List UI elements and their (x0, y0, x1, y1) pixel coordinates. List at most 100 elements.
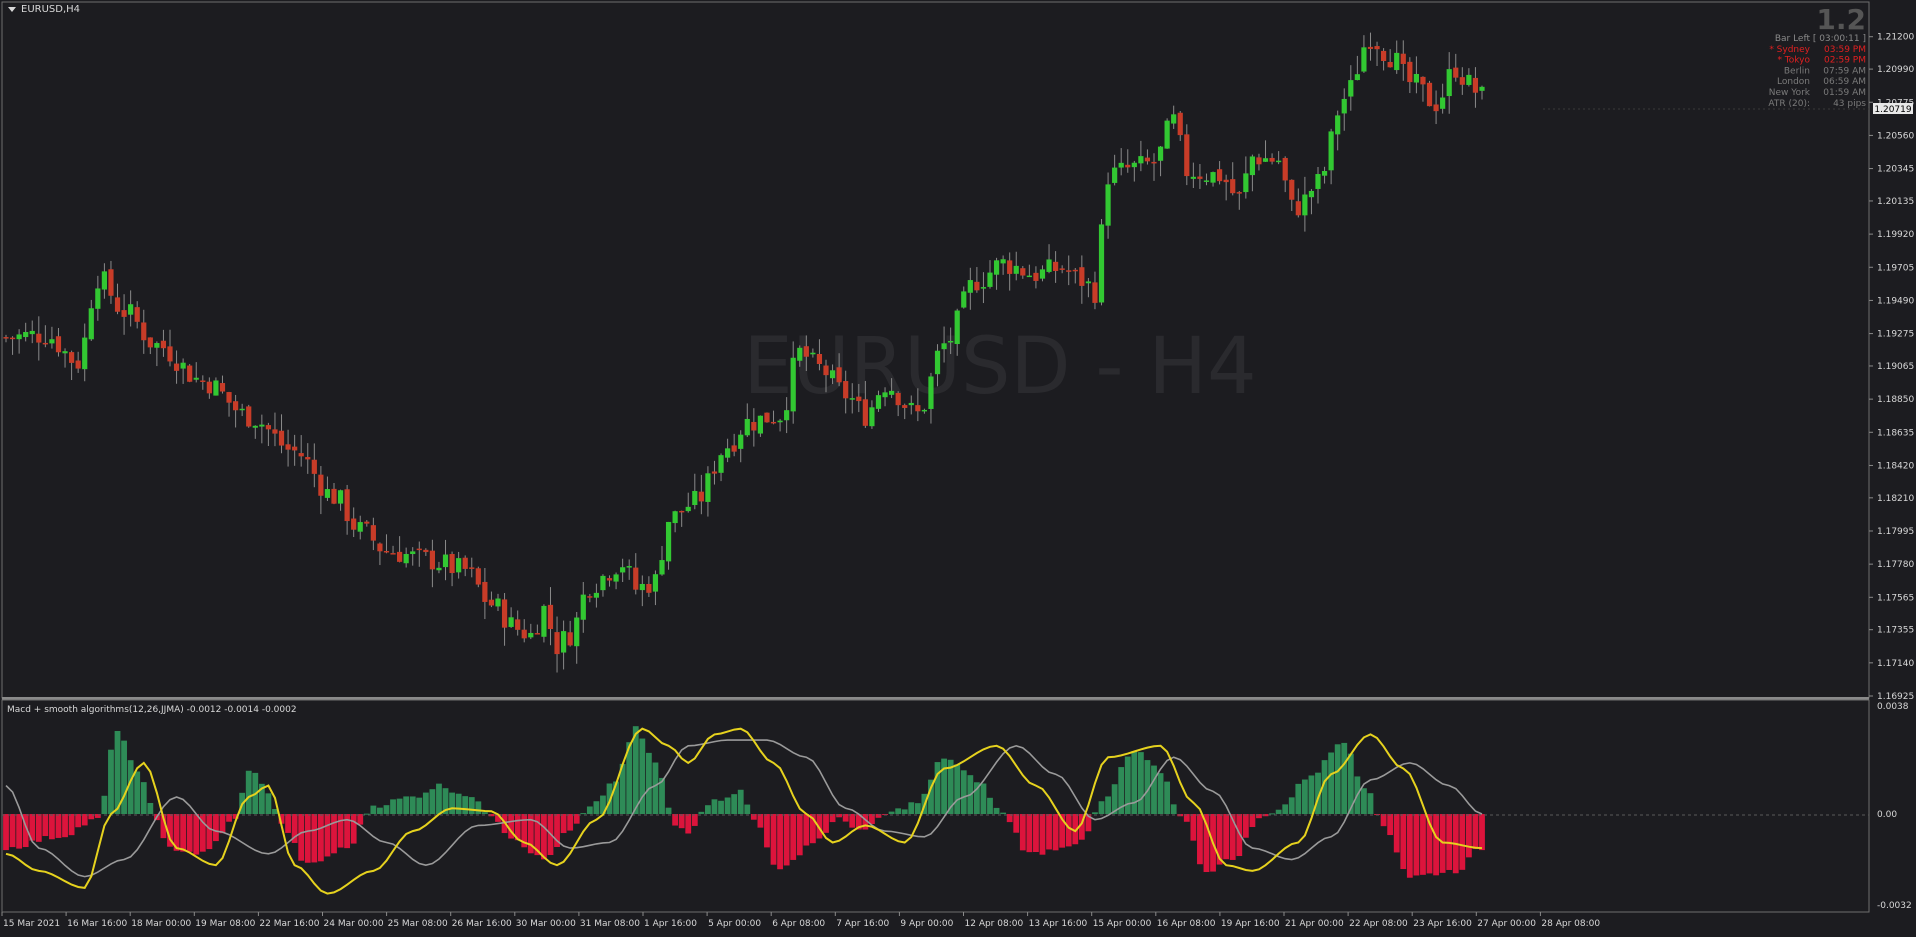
histogram-bar (344, 814, 351, 849)
candle (980, 272, 987, 304)
histogram-bar (1275, 809, 1282, 815)
candle-body (993, 260, 1000, 275)
chevron-down-icon[interactable] (8, 7, 16, 12)
histogram-bar (1393, 814, 1400, 853)
big-price-readout: 1.2 (1816, 3, 1866, 36)
candle (344, 484, 350, 535)
histogram-bar (869, 814, 875, 825)
histogram-bar (783, 814, 790, 866)
candle-body (1000, 259, 1006, 264)
histogram-bar (1301, 779, 1308, 815)
candle-body (672, 511, 678, 524)
candle-body (1249, 156, 1255, 176)
candle (790, 341, 796, 424)
candle (429, 539, 435, 588)
candle-body (823, 365, 829, 376)
window-title-bar[interactable]: EURUSD,H4 (8, 4, 80, 15)
indicator-pane[interactable] (1, 699, 1870, 913)
candle (449, 551, 455, 587)
candle-body (69, 352, 75, 363)
histogram-bar (803, 814, 810, 846)
candle-body (495, 598, 501, 607)
time-tick-label: 27 Apr 00:00 (1477, 919, 1536, 929)
candle (1151, 153, 1157, 181)
candle (239, 403, 245, 417)
candle (108, 260, 114, 304)
candle (685, 492, 691, 513)
histogram-bar (895, 808, 902, 815)
candle (501, 593, 508, 646)
histogram-bar (186, 814, 193, 852)
histogram-bar (1229, 814, 1236, 860)
histogram-bar (1157, 773, 1164, 815)
price-tick-label: 1.19705 (1877, 263, 1914, 273)
candle (1125, 149, 1131, 173)
histogram-bar (567, 814, 574, 831)
candle (1269, 153, 1275, 165)
candle (364, 520, 370, 527)
histogram-bar (1465, 814, 1472, 858)
candle-body (1426, 82, 1433, 107)
candle (829, 364, 836, 385)
candle-body (613, 574, 619, 582)
histogram-bar (928, 779, 934, 815)
candle (797, 345, 803, 367)
candle-body (1013, 265, 1019, 274)
candle-body (777, 420, 783, 423)
candle-body (160, 340, 167, 349)
candle-body (547, 604, 554, 630)
histogram-bar (357, 814, 364, 825)
session-time: 01:59 AM (1823, 88, 1866, 98)
candle (1400, 40, 1406, 81)
candle (318, 466, 324, 515)
candle-body (606, 578, 613, 581)
candle (1098, 218, 1105, 306)
histogram-bar (973, 782, 980, 815)
histogram-bar (429, 789, 436, 815)
candle (1177, 110, 1183, 141)
candle-body (561, 631, 567, 653)
candle (233, 394, 239, 428)
histogram-bar (757, 814, 764, 828)
histogram-bar (199, 814, 206, 852)
candle (1374, 41, 1380, 67)
candle (265, 422, 271, 446)
histogram-bar (731, 794, 738, 815)
candle (193, 362, 199, 383)
candle-body (921, 409, 927, 412)
pane-separator[interactable] (2, 697, 1869, 700)
histogram-bar (278, 814, 285, 824)
candle-body (351, 518, 357, 530)
histogram-bar (1347, 753, 1354, 815)
time-tick-label: 5 Apr 00:00 (708, 919, 761, 929)
candle (1367, 32, 1374, 61)
histogram-bar (764, 814, 770, 848)
candle-body (1282, 157, 1288, 181)
candle (1203, 173, 1210, 186)
candle-body (377, 543, 383, 552)
histogram-bar (1111, 784, 1118, 815)
candle (82, 323, 88, 382)
histogram-bar (724, 797, 731, 815)
candle-body (1217, 169, 1223, 182)
candle-body (600, 575, 606, 591)
price-tick-label: 1.18210 (1877, 494, 1914, 504)
candle (1381, 48, 1387, 71)
candle-body (836, 367, 842, 383)
candle-body (810, 352, 816, 355)
session-time: 03:59 PM (1824, 45, 1866, 55)
histogram-bar (698, 811, 705, 815)
candle-body (764, 412, 770, 423)
candle-body (1446, 69, 1452, 97)
macd-histogram (3, 726, 1485, 878)
histogram-bar (816, 814, 823, 839)
candle (1446, 52, 1452, 114)
candle (416, 541, 422, 567)
candle (456, 551, 462, 579)
candle (357, 515, 363, 540)
candle-body (1171, 114, 1177, 124)
candle-body (1059, 268, 1065, 270)
candle-body (1308, 190, 1315, 198)
price-tick-label: 1.17995 (1877, 527, 1914, 537)
